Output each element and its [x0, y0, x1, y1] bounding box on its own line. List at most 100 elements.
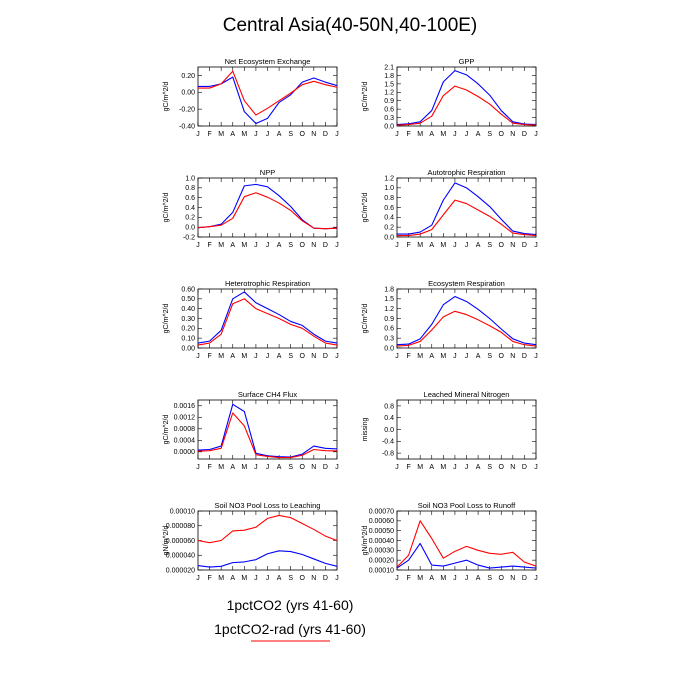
y-tick-label: 1.2 — [384, 175, 394, 182]
panel-ecosystem-respiration: Ecosystem Respiration gC/m^2/d 0.0 0.3 0.6 0.… — [362, 279, 538, 360]
x-tick-label: F — [406, 353, 410, 360]
x-tick-label: S — [487, 353, 492, 360]
x-tick-label: M — [417, 575, 423, 582]
y-tick-label: 0.6 — [384, 205, 394, 212]
panel-title: Ecosystem Respiration — [428, 279, 505, 288]
x-tick-label: N — [311, 353, 316, 360]
x-tick-label: J — [335, 353, 339, 360]
x-tick-label: M — [241, 575, 247, 582]
y-tick-label: 0.0008 — [174, 426, 196, 433]
x-tick-label: J — [534, 242, 538, 249]
x-tick-label: A — [429, 242, 434, 249]
x-tick-label: J — [196, 242, 200, 249]
y-tick-label: -0.2 — [183, 234, 195, 241]
x-tick-label: J — [266, 131, 270, 138]
y-tick-label: 2.1 — [384, 64, 394, 71]
panel-title: Net Ecosystem Exchange — [225, 57, 311, 66]
y-tick-label: 0.3 — [384, 336, 394, 343]
x-tick-label: S — [288, 242, 293, 249]
y-axis-label: gC/m^2/d — [362, 304, 369, 334]
x-tick-label: J — [534, 464, 538, 471]
x-tick-label: O — [499, 464, 505, 471]
x-tick-label: D — [323, 242, 328, 249]
x-tick-label: F — [406, 131, 410, 138]
x-tick-label: J — [534, 575, 538, 582]
figure-title: Central Asia(40-50N,40-100E) — [223, 15, 478, 36]
x-tick-label: O — [300, 575, 306, 582]
plot-frame — [197, 66, 338, 127]
series-line-1pctco2 — [396, 542, 537, 569]
x-tick-label: N — [510, 464, 515, 471]
y-tick-label: 1.2 — [384, 306, 394, 313]
x-tick-label: M — [241, 242, 247, 249]
series-line-1pctco2-rad — [197, 514, 338, 544]
y-tick-label: 0.0 — [384, 123, 394, 130]
x-tick-label: F — [406, 464, 410, 471]
x-tick-label: J — [196, 131, 200, 138]
x-tick-label: O — [300, 242, 306, 249]
x-tick-label: A — [230, 131, 235, 138]
y-tick-label: 0.00 — [181, 90, 195, 97]
y-tick-label: 0.0 — [384, 345, 394, 352]
x-tick-label: M — [440, 131, 446, 138]
x-tick-label: D — [522, 131, 527, 138]
x-tick-label: D — [522, 242, 527, 249]
y-tick-label: 0.00010 — [170, 508, 195, 515]
y-axis-label: gC/m^2/d — [163, 304, 170, 334]
y-tick-label: 0.6 — [384, 107, 394, 114]
x-tick-label: F — [406, 242, 410, 249]
y-tick-label: 0.00 — [181, 345, 195, 352]
y-tick-label: 0.2 — [384, 225, 394, 232]
x-tick-label: J — [254, 464, 258, 471]
x-tick-label: A — [277, 464, 282, 471]
x-tick-label: M — [218, 353, 224, 360]
x-tick-label: F — [207, 464, 211, 471]
x-tick-label: A — [476, 131, 481, 138]
x-tick-label: M — [417, 242, 423, 249]
x-tick-label: N — [311, 242, 316, 249]
y-axis-label: gC/m^2/d — [163, 415, 170, 445]
x-tick-label: D — [323, 353, 328, 360]
y-tick-label: 0.4 — [185, 205, 195, 212]
panel-heterotrophic-respiration: Heterotrophic Respiration gC/m^2/d 0.00 0.1… — [163, 279, 339, 360]
panel-title: Soil NO3 Pool Loss to Leaching — [215, 501, 321, 510]
x-tick-label: O — [300, 353, 306, 360]
x-tick-label: D — [522, 575, 527, 582]
legend-label-1pctco2: 1pctCO2 (yrs 41-60) — [227, 597, 354, 613]
y-tick-label: 0.8 — [384, 403, 394, 410]
series-line-1pctco2-rad — [198, 70, 338, 116]
y-tick-label: 0.6 — [384, 326, 394, 333]
series-line-1pctco2 — [197, 183, 338, 230]
x-tick-label: O — [300, 131, 306, 138]
x-tick-label: O — [499, 353, 505, 360]
y-tick-label: -0.8 — [382, 451, 394, 458]
x-tick-label: F — [207, 575, 211, 582]
panel-title: Surface CH4 Flux — [238, 390, 297, 399]
x-tick-label: J — [534, 353, 538, 360]
x-tick-label: S — [487, 131, 492, 138]
x-tick-label: M — [218, 575, 224, 582]
panel-soil-no3-pool-loss-to-leaching: Soil NO3 Pool Loss to LeachinggN/m^2/d0.… — [163, 501, 339, 582]
series-line-1pctco2-rad — [396, 310, 537, 347]
x-tick-label: S — [487, 575, 492, 582]
y-tick-label: 0.20 — [181, 326, 195, 333]
panel-soil-no3-pool-loss-to-runoff: Soil NO3 Pool Loss to RunoffgN/m^2/d0.00… — [362, 501, 538, 582]
x-tick-label: A — [230, 464, 235, 471]
y-tick-label: 0.00060 — [369, 518, 394, 525]
y-tick-label: 0.0016 — [174, 403, 196, 410]
panel-title: Heterotrophic Respiration — [225, 279, 310, 288]
x-tick-label: N — [311, 575, 316, 582]
y-tick-label: 0.00040 — [369, 538, 394, 545]
y-tick-label: 0.000080 — [166, 523, 195, 530]
x-tick-label: D — [522, 464, 527, 471]
y-tick-label: 0.0000 — [174, 449, 196, 456]
x-tick-label: N — [510, 575, 515, 582]
x-tick-label: J — [266, 575, 270, 582]
panel-title: Autotrophic Respiration — [428, 168, 506, 177]
x-tick-label: A — [230, 353, 235, 360]
x-tick-label: A — [429, 575, 434, 582]
y-tick-label: 1.5 — [384, 81, 394, 88]
x-tick-label: J — [266, 464, 270, 471]
x-tick-label: J — [453, 575, 457, 582]
